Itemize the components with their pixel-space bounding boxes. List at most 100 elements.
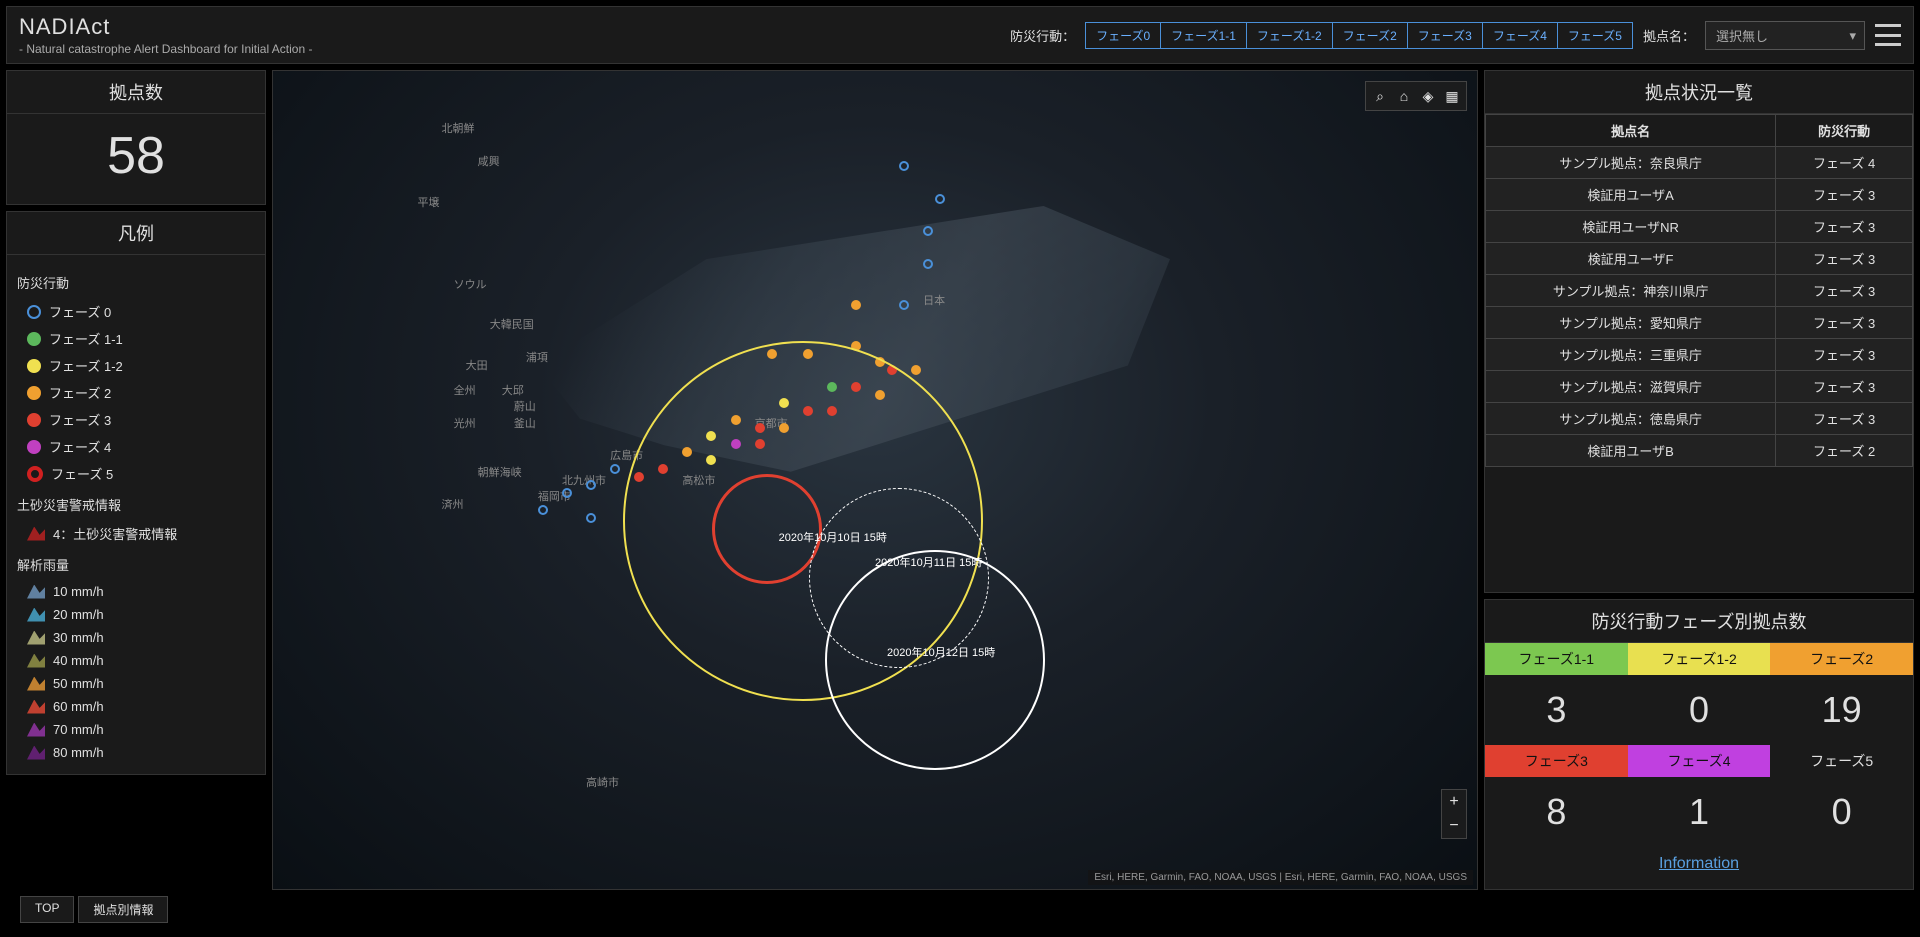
legend-rain-label: 70 mm/h	[53, 722, 104, 737]
zoom-control: + −	[1441, 789, 1467, 839]
menu-icon[interactable]	[1875, 24, 1901, 46]
status-phase: フェーズ 3	[1776, 243, 1913, 275]
phase-button[interactable]: フェーズ2	[1333, 23, 1408, 48]
app-title: NADIAct	[19, 14, 312, 40]
legend-rain-item: 60 mm/h	[17, 695, 255, 718]
map-place-label: 北朝鮮	[442, 120, 475, 136]
legend-rain-label: 40 mm/h	[53, 653, 104, 668]
status-site-name: サンプル拠点：神奈川県庁	[1486, 275, 1776, 307]
map-site-marker[interactable]	[610, 464, 620, 474]
phase-count-label: フェーズ5	[1770, 745, 1913, 777]
zoom-in-button[interactable]: +	[1442, 790, 1466, 814]
layers-icon[interactable]: ◈	[1418, 86, 1438, 106]
status-site-name: サンプル拠点：滋賀県庁	[1486, 371, 1776, 403]
legend-rain-label: 10 mm/h	[53, 584, 104, 599]
table-row[interactable]: 検証用ユーザBフェーズ 2	[1486, 435, 1913, 467]
tab-detail[interactable]: 拠点別情報	[78, 896, 168, 923]
rain-swatch-icon	[27, 654, 45, 668]
legend-rain-label: 50 mm/h	[53, 676, 104, 691]
phase-header-label: 防災行動：	[1010, 26, 1075, 45]
status-phase: フェーズ 3	[1776, 211, 1913, 243]
phase-count-label: フェーズ3	[1485, 745, 1628, 777]
map-site-marker[interactable]	[899, 161, 909, 171]
map-site-marker[interactable]	[935, 194, 945, 204]
site-select-value: 選択無し	[1716, 29, 1768, 44]
phase-button[interactable]: フェーズ1-1	[1161, 23, 1247, 48]
phase-button[interactable]: フェーズ0	[1086, 23, 1161, 48]
phase-marker-icon	[27, 440, 41, 454]
zoom-out-button[interactable]: −	[1442, 814, 1466, 838]
site-select[interactable]: 選択無し ▾	[1705, 21, 1865, 50]
site-count-panel: 拠点数 58	[6, 70, 266, 205]
legend-phase-item: フェーズ 3	[17, 406, 255, 433]
legend-rain-item: 50 mm/h	[17, 672, 255, 695]
table-row[interactable]: サンプル拠点：神奈川県庁フェーズ 3	[1486, 275, 1913, 307]
map-site-marker[interactable]	[586, 513, 596, 523]
map-place-label: 大田	[466, 357, 488, 373]
phase-marker-icon	[27, 305, 41, 319]
status-site-name: サンプル拠点：三重県庁	[1486, 339, 1776, 371]
map[interactable]: 北朝鮮咸興平壌ソウル大韓民国浦項大田全州大邱光州釜山蔚山朝鮮海峡済州北九州市福岡…	[272, 70, 1478, 890]
map-place-label: 済州	[442, 496, 464, 512]
search-icon[interactable]: ⌕	[1370, 86, 1390, 106]
phase-button[interactable]: フェーズ3	[1408, 23, 1483, 48]
legend-rain-item: 40 mm/h	[17, 649, 255, 672]
phase-count-value: 0	[1628, 675, 1771, 745]
legend-phase-label: フェーズ 3	[49, 410, 111, 429]
table-row[interactable]: サンプル拠点：徳島県庁フェーズ 3	[1486, 403, 1913, 435]
map-place-label: 高崎市	[586, 774, 619, 790]
status-site-name: サンプル拠点：徳島県庁	[1486, 403, 1776, 435]
legend-rain-section: 解析雨量	[17, 555, 255, 574]
table-row[interactable]: サンプル拠点：三重県庁フェーズ 3	[1486, 339, 1913, 371]
phase-marker-icon	[27, 466, 43, 482]
phase-button[interactable]: フェーズ4	[1483, 23, 1558, 48]
map-site-marker[interactable]	[538, 505, 548, 515]
rain-swatch-icon	[27, 723, 45, 737]
site-count-value: 58	[7, 114, 265, 204]
table-row[interactable]: 検証用ユーザNRフェーズ 3	[1486, 211, 1913, 243]
legend-rain-item: 10 mm/h	[17, 580, 255, 603]
status-site-name: 検証用ユーザB	[1486, 435, 1776, 467]
table-row[interactable]: サンプル拠点：愛知県庁フェーズ 3	[1486, 307, 1913, 339]
typhoon-timestamp: 2020年10月10日 15時	[779, 529, 887, 545]
table-row[interactable]: サンプル拠点：奈良県庁フェーズ 4	[1486, 147, 1913, 179]
status-table: 拠点名 防災行動 サンプル拠点：奈良県庁フェーズ 4検証用ユーザAフェーズ 3検…	[1485, 114, 1913, 467]
legend-rain-item: 30 mm/h	[17, 626, 255, 649]
legend-rain-label: 20 mm/h	[53, 607, 104, 622]
phase-button[interactable]: フェーズ5	[1558, 23, 1632, 48]
table-row[interactable]: 検証用ユーザAフェーズ 3	[1486, 179, 1913, 211]
status-phase: フェーズ 3	[1776, 403, 1913, 435]
legend-phase-item: フェーズ 1-1	[17, 325, 255, 352]
phase-count-value: 3	[1485, 675, 1628, 745]
table-row[interactable]: 検証用ユーザFフェーズ 3	[1486, 243, 1913, 275]
table-row[interactable]: サンプル拠点：滋賀県庁フェーズ 3	[1486, 371, 1913, 403]
home-icon[interactable]: ⌂	[1394, 86, 1414, 106]
legend-phase-label: フェーズ 1-1	[49, 329, 123, 348]
map-site-marker[interactable]	[851, 300, 861, 310]
phase-marker-icon	[27, 332, 41, 346]
phase-button-group: フェーズ0フェーズ1-1フェーズ1-2フェーズ2フェーズ3フェーズ4フェーズ5	[1085, 22, 1633, 49]
tab-top[interactable]: TOP	[20, 896, 74, 923]
basemap-icon[interactable]: ▦	[1442, 86, 1462, 106]
legend-rain-item: 80 mm/h	[17, 741, 255, 764]
legend-phase-item: フェーズ 0	[17, 298, 255, 325]
rain-swatch-icon	[27, 746, 45, 760]
phase-count-value: 19	[1770, 675, 1913, 745]
typhoon-circle	[825, 550, 1045, 770]
legend-rain-label: 60 mm/h	[53, 699, 104, 714]
rain-swatch-icon	[27, 677, 45, 691]
status-phase: フェーズ 4	[1776, 147, 1913, 179]
phase-button[interactable]: フェーズ1-2	[1247, 23, 1333, 48]
map-place-label: 平壌	[417, 194, 439, 210]
legend-sediment-item: 4：土砂災害警戒情報	[17, 520, 255, 547]
information-link[interactable]: Information	[1659, 855, 1739, 872]
phase-count-label: フェーズ1-1	[1485, 643, 1628, 675]
phase-count-label: フェーズ1-2	[1628, 643, 1771, 675]
legend-phase-label: フェーズ 0	[49, 302, 111, 321]
chevron-down-icon: ▾	[1849, 28, 1856, 44]
rain-swatch-icon	[27, 631, 45, 645]
status-site-name: サンプル拠点：奈良県庁	[1486, 147, 1776, 179]
phase-marker-icon	[27, 386, 41, 400]
map-site-marker[interactable]	[586, 480, 596, 490]
legend-phase-item: フェーズ 5	[17, 460, 255, 487]
